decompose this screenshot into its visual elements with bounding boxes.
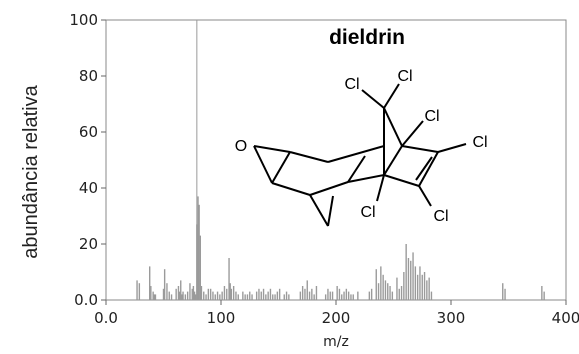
atom-label-cl: Cl bbox=[424, 108, 439, 125]
y-tick-label: 20 bbox=[79, 235, 98, 253]
atom-label-cl: Cl bbox=[344, 76, 359, 93]
x-tick-label: 300 bbox=[437, 309, 466, 327]
x-axis-title: m/z bbox=[323, 334, 349, 350]
x-axis-ticks: 0.0 100 200 300 400 bbox=[94, 300, 579, 327]
x-tick-label: 0.0 bbox=[94, 309, 118, 327]
y-tick-label: 80 bbox=[79, 67, 98, 85]
y-tick-label: 60 bbox=[79, 123, 98, 141]
y-tick-label: 100 bbox=[69, 11, 98, 29]
x-tick-label: 100 bbox=[207, 309, 236, 327]
dieldrin-structure bbox=[253, 83, 467, 227]
atom-label-cl: Cl bbox=[433, 208, 448, 225]
atom-label-cl: Cl bbox=[360, 204, 375, 221]
y-tick-label: 0.0 bbox=[74, 291, 98, 309]
x-tick-label: 400 bbox=[552, 309, 579, 327]
chart-title: dieldrin bbox=[329, 26, 405, 49]
x-tick-label: 200 bbox=[322, 309, 351, 327]
atom-label-cl: Cl bbox=[397, 68, 412, 85]
spectrum-bars bbox=[136, 196, 545, 300]
y-axis-title: abundância relativa bbox=[20, 84, 42, 258]
atom-label-o: O bbox=[235, 138, 247, 155]
dieldrin-atom-labels: O Cl Cl Cl Cl Cl Cl bbox=[235, 68, 488, 225]
y-axis-ticks: 0.0 20 40 60 80 100 bbox=[69, 11, 106, 309]
atom-label-cl: Cl bbox=[472, 134, 487, 151]
y-tick-label: 40 bbox=[79, 179, 98, 197]
